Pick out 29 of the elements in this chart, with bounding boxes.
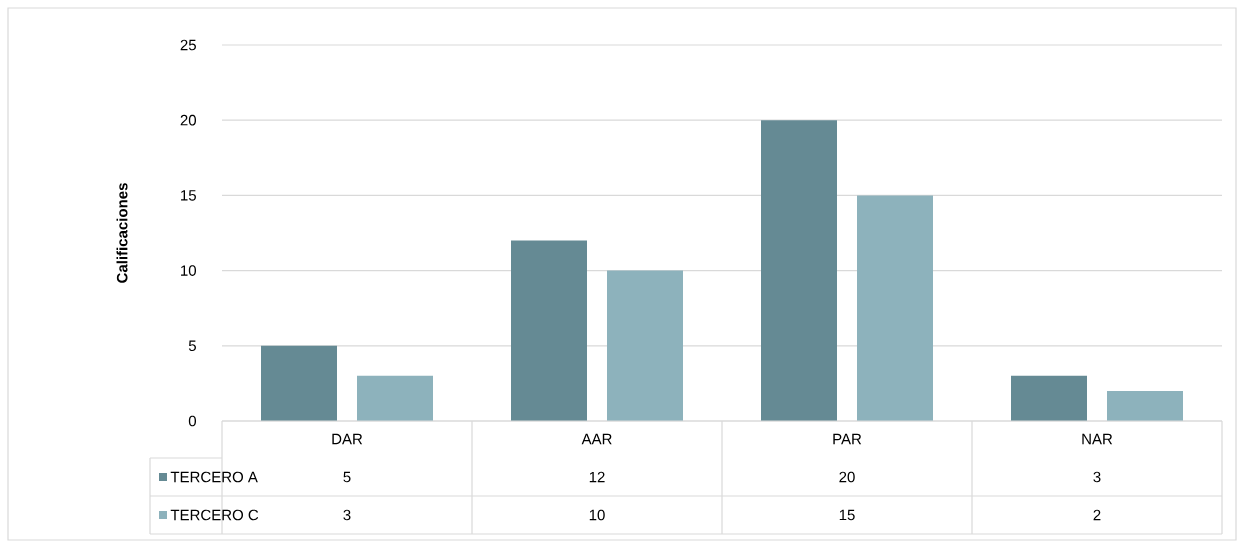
data-label: 3 (343, 509, 351, 521)
x-tick-label: AAR (581, 433, 612, 445)
data-label: 3 (1093, 471, 1101, 483)
x-tick-label: DAR (332, 433, 363, 445)
bar (261, 345, 337, 421)
bar (357, 375, 433, 421)
data-label: 15 (839, 509, 855, 521)
bar (761, 120, 837, 421)
bar (857, 195, 933, 421)
y-tick-label: 5 (188, 340, 196, 352)
y-axis-title: Calificaciones (116, 183, 128, 283)
legend-label: TERCERO A (170, 471, 258, 483)
data-label: 12 (589, 471, 605, 483)
y-tick-label: 10 (181, 265, 197, 276)
data-label: 20 (839, 471, 855, 483)
legend-label: TERCERO C (170, 509, 259, 521)
data-label: 5 (343, 471, 351, 483)
y-tick-label: 0 (188, 415, 197, 427)
y-tick-label: 25 (180, 39, 196, 51)
bar (1107, 390, 1183, 421)
y-tick-label: 15 (181, 190, 196, 201)
data-label: 10 (589, 509, 605, 521)
data-label: 2 (1093, 509, 1101, 521)
bar (511, 240, 587, 421)
bar (607, 270, 683, 421)
y-tick-label: 20 (180, 114, 197, 126)
x-tick-label: PAR (833, 433, 862, 445)
x-tick-label: NAR (1082, 433, 1113, 445)
bar (1011, 375, 1087, 421)
